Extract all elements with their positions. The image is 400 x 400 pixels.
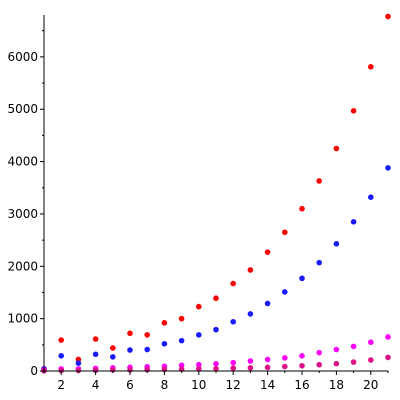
- series-4-point: [385, 354, 391, 361]
- series-1-point: [213, 295, 219, 302]
- series-4-point: [75, 367, 82, 374]
- x-tick-label: 18: [329, 378, 344, 392]
- series-4-point: [264, 364, 271, 371]
- series-4-point: [196, 366, 202, 372]
- series-1-point: [196, 303, 202, 310]
- series-3-point: [178, 362, 185, 369]
- data-points-layer: [41, 13, 391, 374]
- y-tick-label: 2000: [7, 259, 38, 273]
- series-2-point: [178, 337, 185, 344]
- x-tick-label: 20: [363, 378, 378, 392]
- x-axis-ticks: 2 4 6 8 10 12 14 16 18 20: [43, 371, 389, 392]
- series-1-point: [144, 332, 150, 338]
- series-4-point: [368, 357, 374, 363]
- series-1-point: [299, 205, 305, 212]
- series-3-point: [385, 334, 391, 340]
- series-2-point: [385, 165, 391, 171]
- series-1-point: [350, 108, 357, 114]
- series-2-point: [299, 275, 305, 282]
- y-tick-label: 3000: [7, 207, 38, 221]
- series-3-point: [196, 361, 202, 368]
- series-2-point: [333, 240, 340, 247]
- x-tick-label: 2: [57, 378, 65, 392]
- series-3-point: [282, 355, 288, 361]
- y-tick-label: 4000: [7, 155, 38, 169]
- series-1-point: [161, 320, 168, 326]
- x-tick-label: 10: [191, 378, 206, 392]
- series-1-point: [178, 315, 185, 322]
- series-4-point: [350, 359, 357, 365]
- series-2-point: [282, 289, 288, 295]
- series-1-point: [230, 280, 236, 287]
- x-tick-label: 8: [161, 378, 169, 392]
- series-3-point: [333, 346, 340, 353]
- series-4-point: [213, 365, 219, 372]
- series-1-point: [110, 345, 116, 351]
- series-2-point: [213, 326, 219, 333]
- series-2-point: [350, 218, 357, 225]
- y-tick-label: 0: [30, 364, 38, 378]
- series-3-point: [264, 356, 271, 363]
- series-3-point: [213, 360, 219, 367]
- y-axis-ticks: 0 1000 2000 3000 4000 5000 6000: [7, 30, 44, 378]
- series-2-point: [92, 351, 99, 358]
- y-tick-label: 5000: [7, 102, 38, 116]
- series-2-point: [161, 340, 168, 347]
- series-2-point: [316, 259, 323, 266]
- series-3-point: [299, 353, 305, 359]
- series-4-point: [92, 367, 99, 374]
- x-tick-label: 6: [126, 378, 134, 392]
- series-1-point: [92, 336, 99, 342]
- series-4-point: [299, 362, 305, 369]
- y-tick-label: 6000: [7, 50, 38, 64]
- y-tick-label: 1000: [7, 312, 38, 326]
- series-1-point: [316, 178, 323, 184]
- series-2-point: [368, 194, 374, 200]
- series-3-point: [247, 358, 254, 364]
- x-tick-label: 4: [92, 378, 100, 392]
- series-2-point: [127, 347, 133, 353]
- series-1-point: [264, 249, 271, 255]
- series-1-point: [368, 64, 374, 70]
- series-1-point: [282, 229, 288, 236]
- series-1-point: [58, 337, 64, 343]
- series-3-point: [316, 349, 323, 356]
- series-2-point: [196, 332, 202, 338]
- series-1-point: [247, 267, 254, 273]
- series-1-point: [127, 330, 133, 337]
- series-2-point: [144, 346, 150, 353]
- series-2-point: [230, 318, 236, 325]
- series-2-point: [247, 311, 254, 317]
- x-tick-label: 16: [294, 378, 309, 392]
- series-3-point: [230, 359, 236, 366]
- series-4-point: [282, 363, 288, 370]
- series-2-point: [264, 300, 271, 307]
- x-tick-label: 14: [260, 378, 275, 392]
- series-2-point: [58, 353, 64, 359]
- series-2-point: [110, 354, 116, 360]
- series-4-point: [230, 365, 236, 371]
- series-1-point: [385, 13, 391, 20]
- series-3-point: [350, 343, 357, 350]
- series-4-point: [316, 361, 323, 368]
- x-tick-label: 12: [226, 378, 241, 392]
- series-4-point: [333, 360, 340, 367]
- series-3-point: [368, 339, 374, 346]
- series-4-point: [58, 367, 64, 374]
- series-4-point: [247, 365, 254, 371]
- series-2-point: [75, 360, 82, 366]
- series-1-point: [333, 145, 340, 152]
